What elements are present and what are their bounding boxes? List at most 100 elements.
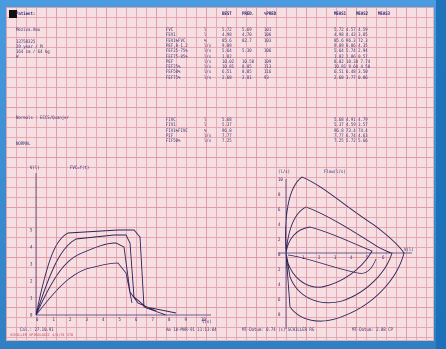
param-pctpred: 103 <box>264 37 272 43</box>
param-best: 5.37 <box>222 122 232 128</box>
param-name: FIV1 <box>166 122 176 128</box>
patient-name: Meziva.Amu <box>16 27 41 32</box>
param-name: PEF,0-1.2 <box>166 42 188 48</box>
patient-height-weight: 164 cm / 64 kg <box>16 49 50 54</box>
left-ytick: 4 <box>30 245 33 250</box>
interpretation: NORMAL <box>16 141 31 146</box>
right-xtick: 1 <box>302 255 305 260</box>
flow-loop-1 <box>285 176 405 322</box>
param-measures: 96.8 73.4 74.4 <box>334 127 368 133</box>
param-unit: l <box>204 122 207 128</box>
param-name: PEF <box>166 58 174 64</box>
right-ytick: 2 <box>278 267 281 272</box>
param-measures: 8.02 10.38 7.74 <box>334 58 371 64</box>
param-unit: l <box>204 117 207 122</box>
left-ytick: 1 <box>30 296 33 301</box>
param-pred: 5.69 <box>242 27 252 32</box>
param-pred: 82.7 <box>242 37 252 43</box>
param-unit: % <box>204 127 207 133</box>
param-pred: 8.05 <box>242 69 252 75</box>
footer-device: MT-Datum: 0.74 (s) SCHILLER RG <box>242 327 315 332</box>
param-name: FVC <box>166 27 174 32</box>
param-pctpred: 101 <box>264 27 272 32</box>
col-meas1: MEAS1 <box>334 11 347 16</box>
left-xtick: 0 <box>36 317 39 322</box>
right-xtick: 2 <box>318 255 321 260</box>
flow-loop-4 <box>287 254 377 274</box>
footer-date: Am 18-MAR-91 11:13:04 <box>166 327 217 332</box>
param-name: FEF75% <box>166 74 181 80</box>
param-name: FIF50% <box>166 138 181 144</box>
col-meas3: MEAS3 <box>378 11 391 16</box>
right-xtick: 4 <box>350 255 353 260</box>
footer-cal: Cal.: 27.10.91 <box>20 327 54 332</box>
right-chart-title: Flow(l/s) <box>324 169 346 174</box>
left-xtick: 1 <box>53 317 56 322</box>
left-chart-ylabel: V(l) <box>30 165 40 170</box>
param-pred: 10.58 <box>242 58 255 64</box>
param-name: FEV1 <box>166 32 176 38</box>
patient-label: Patient: <box>16 11 36 16</box>
fvc-curve-2 <box>35 234 177 316</box>
left-xtick: 10 <box>201 317 206 322</box>
right-blue-edge <box>436 0 446 349</box>
right-ytick: 6 <box>278 297 281 302</box>
param-unit: l <box>204 32 207 38</box>
footer-mt: MT-Datum: 2.08 CP <box>352 327 393 332</box>
left-chart-title: FVC=f(t) <box>70 165 90 170</box>
flow-loop-2 <box>285 206 393 304</box>
param-name: FEV1%FVC <box>166 37 186 43</box>
param-measures: 5.37 4.59 3.57 <box>334 122 368 128</box>
right-chart-xlabel: V(l) <box>404 247 414 252</box>
param-best: 10.02 <box>222 58 235 64</box>
col-pctpred: %PRED <box>264 11 277 16</box>
flow-loop-3 <box>285 226 373 288</box>
param-pctpred: 109 <box>264 58 272 64</box>
param-pred: 2.81 <box>242 74 252 80</box>
right-ytick: 4 <box>278 282 281 287</box>
param-pctpred: 93 <box>264 74 269 80</box>
param-name: FEF75-85% <box>166 53 188 59</box>
param-unit: % <box>204 37 207 43</box>
left-ytick: 3 <box>30 262 33 267</box>
param-measures: 5.72 4.57 4.59 <box>334 27 368 32</box>
param-name: FEF25-75% <box>166 48 188 54</box>
patient-extra: W <box>16 54 19 59</box>
right-xtick: 6 <box>382 255 385 260</box>
right-ytick: 10 <box>278 177 283 182</box>
left-ytick: 5 <box>30 228 33 233</box>
param-measures: 7.77 6.74 4.63 <box>334 132 368 138</box>
left-xtick: 3 <box>86 317 89 322</box>
fvc-curve-4 <box>35 262 133 316</box>
param-measures: 7.25 5.72 5.66 <box>334 138 368 144</box>
left-xtick: 6 <box>135 317 138 322</box>
param-unit: l/s <box>204 64 212 70</box>
param-pctpred: 116 <box>264 69 272 75</box>
left-xtick: 9 <box>185 317 188 322</box>
param-pred: 4.70 <box>242 32 252 38</box>
patient-age-sex: 29 year / M <box>16 44 43 49</box>
right-xtick: 3 <box>334 255 337 260</box>
param-best: 7.25 <box>222 138 232 144</box>
fvc-curve-1 <box>35 229 167 316</box>
param-unit: l/s <box>204 74 212 80</box>
right-ytick: 8 <box>278 312 281 317</box>
right-ytick: 6 <box>278 207 281 212</box>
footer-stamp: SCHILLER SPIROLOGIC 4/4/91 STD <box>10 333 74 337</box>
patient-id: 13758325 <box>16 39 36 44</box>
right-ytick: 2 <box>278 237 281 242</box>
spirometry-printout: Patient: BEST PRED. %PRED MEAS1 MEAS2 ME… <box>6 7 434 341</box>
param-best: 10.81 <box>222 64 235 70</box>
param-pred: 8.85 <box>242 64 252 70</box>
left-ytick: 2 <box>30 279 33 284</box>
param-unit: l <box>204 27 207 32</box>
param-unit: l/s <box>204 42 212 48</box>
reference-values: Normals : ECCS/Quanjer <box>16 115 69 120</box>
param-pred: 5.30 <box>242 48 252 54</box>
param-name: FEF25% <box>166 64 181 70</box>
param-name: FIVC <box>166 117 176 122</box>
param-measures: 5.68 4.91 4.79 <box>334 117 368 122</box>
left-xtick: 4 <box>102 317 105 322</box>
